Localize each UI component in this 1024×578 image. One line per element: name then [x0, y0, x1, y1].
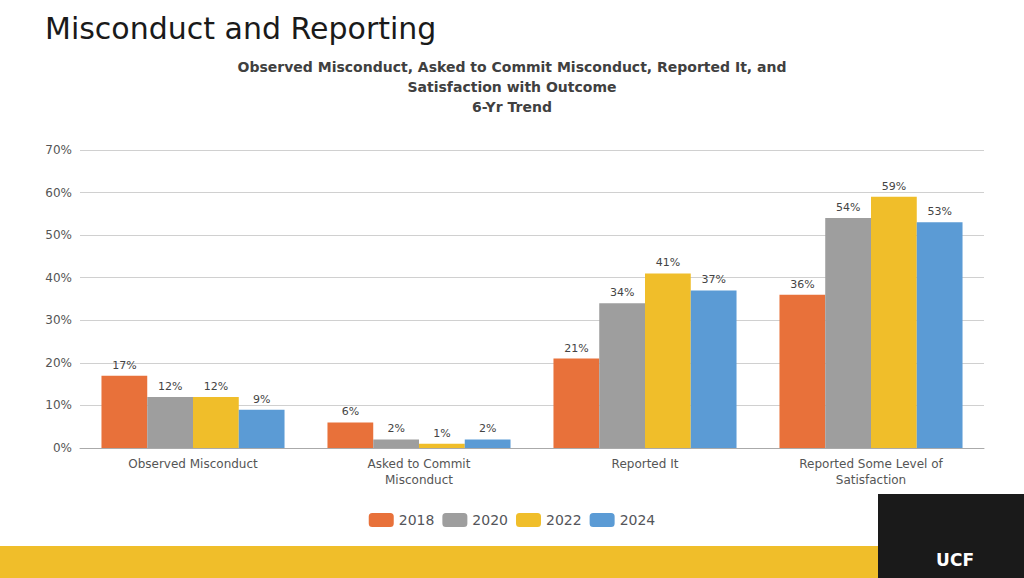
svg-text:1%: 1%	[433, 427, 450, 440]
svg-text:Reported Some Level of: Reported Some Level of	[799, 457, 943, 471]
svg-text:21%: 21%	[564, 342, 588, 355]
svg-text:2%: 2%	[479, 422, 496, 435]
svg-text:6-Yr Trend: 6-Yr Trend	[472, 99, 552, 115]
svg-text:2024: 2024	[620, 512, 656, 528]
svg-text:12%: 12%	[204, 380, 228, 393]
svg-text:UCF: UCF	[936, 550, 974, 570]
svg-text:50%: 50%	[45, 228, 72, 242]
svg-text:10%: 10%	[45, 398, 72, 412]
svg-text:Misconduct: Misconduct	[385, 473, 453, 487]
svg-text:40%: 40%	[45, 271, 72, 285]
svg-text:60%: 60%	[45, 186, 72, 200]
svg-text:Misconduct and Reporting: Misconduct and Reporting	[45, 11, 436, 46]
svg-text:30%: 30%	[45, 313, 72, 327]
svg-text:Asked to Commit: Asked to Commit	[368, 457, 471, 471]
svg-text:0%: 0%	[53, 441, 72, 455]
svg-text:2018: 2018	[399, 512, 435, 528]
svg-text:12%: 12%	[158, 380, 182, 393]
svg-text:Observed Misconduct: Observed Misconduct	[128, 457, 258, 471]
svg-text:41%: 41%	[656, 256, 680, 269]
svg-text:34%: 34%	[610, 286, 634, 299]
svg-text:6%: 6%	[342, 405, 359, 418]
svg-text:9%: 9%	[253, 393, 270, 406]
svg-text:70%: 70%	[45, 143, 72, 157]
svg-text:Observed Misconduct, Asked to: Observed Misconduct, Asked to Commit Mis…	[238, 59, 787, 75]
svg-text:36%: 36%	[790, 278, 814, 291]
svg-text:37%: 37%	[701, 273, 725, 286]
svg-text:59%: 59%	[882, 180, 906, 193]
svg-text:2022: 2022	[546, 512, 582, 528]
svg-text:20%: 20%	[45, 356, 72, 370]
svg-text:Satisfaction with Outcome: Satisfaction with Outcome	[408, 79, 617, 95]
svg-text:54%: 54%	[836, 201, 860, 214]
svg-text:17%: 17%	[112, 359, 136, 372]
svg-text:2020: 2020	[472, 512, 508, 528]
svg-text:Satisfaction: Satisfaction	[836, 473, 906, 487]
svg-text:2%: 2%	[387, 422, 404, 435]
svg-text:Reported It: Reported It	[612, 457, 679, 471]
svg-text:53%: 53%	[927, 205, 951, 218]
